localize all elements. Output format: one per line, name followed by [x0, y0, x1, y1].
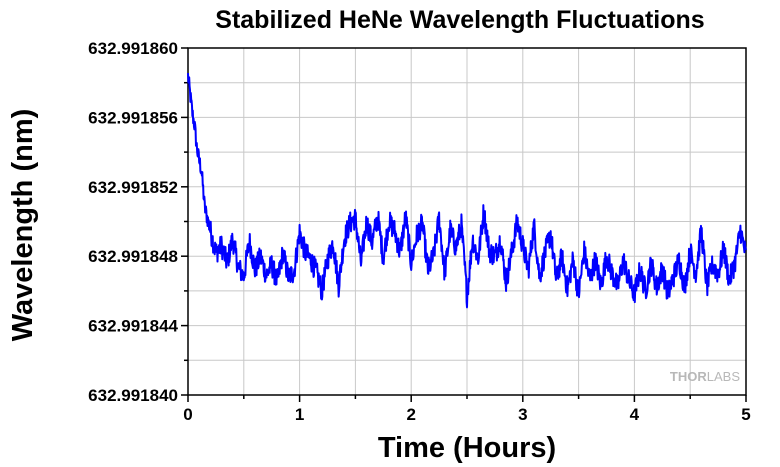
y-axis-label: Wavelength (nm) [7, 109, 39, 342]
x-tick-label: 2 [406, 405, 415, 424]
x-tick-label: 5 [741, 405, 750, 424]
x-axis: 0 1 2 3 4 5 [183, 395, 751, 424]
y-tick-label: 632.991852 [88, 178, 178, 197]
watermark-thor: THOR [670, 369, 707, 384]
chart-title: Stabilized HeNe Wavelength Fluctuations [215, 6, 704, 34]
y-tick-label: 632.991856 [88, 108, 178, 127]
y-axis: 632.991840 632.991844 632.991848 632.991852… [88, 39, 188, 405]
x-axis-label: Time (Hours) [378, 432, 556, 464]
x-tick-label: 4 [630, 405, 640, 424]
x-tick-label: 3 [518, 405, 527, 424]
y-tick-label: 632.991840 [88, 386, 178, 405]
thorlabs-watermark: THORLABS [670, 369, 740, 384]
grid-lines [188, 48, 746, 395]
x-tick-label: 1 [295, 405, 304, 424]
y-tick-label: 632.991844 [88, 317, 178, 336]
y-tick-label: 632.991860 [88, 39, 178, 58]
x-tick-label: 0 [183, 405, 192, 424]
y-tick-label: 632.991848 [88, 247, 178, 266]
series-group [187, 73, 747, 309]
wavelength-series-line [187, 73, 747, 309]
watermark-labs: LABS [707, 369, 741, 384]
